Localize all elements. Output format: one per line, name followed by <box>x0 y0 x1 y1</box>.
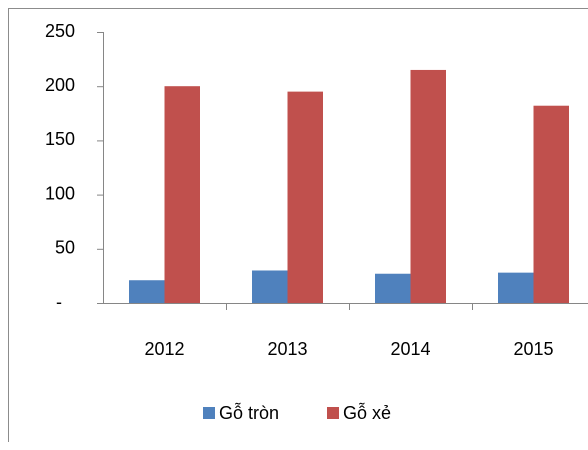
x-tick-label: 2013 <box>267 339 307 359</box>
x-tick-label: 2014 <box>390 339 430 359</box>
bar <box>498 272 534 303</box>
legend-swatch <box>327 407 339 419</box>
x-tick-label: 2012 <box>144 339 184 359</box>
y-tick-label: 200 <box>45 75 75 95</box>
x-tick-label: 2015 <box>513 339 553 359</box>
bar <box>410 69 446 303</box>
bar <box>287 91 323 304</box>
legend-label: Gỗ tròn <box>219 402 279 423</box>
bar <box>533 105 569 303</box>
y-tick-label: 250 <box>45 21 75 41</box>
bar <box>375 273 411 303</box>
bar <box>129 280 165 303</box>
y-tick-label: 100 <box>45 183 75 203</box>
bar <box>252 270 288 303</box>
legend-swatch <box>203 407 215 419</box>
legend-label: Gỗ xẻ <box>343 402 391 423</box>
y-tick-label: 150 <box>45 129 75 149</box>
y-tick-label: 50 <box>55 238 75 258</box>
y-tick-label: - <box>56 292 62 312</box>
bar <box>164 86 200 303</box>
